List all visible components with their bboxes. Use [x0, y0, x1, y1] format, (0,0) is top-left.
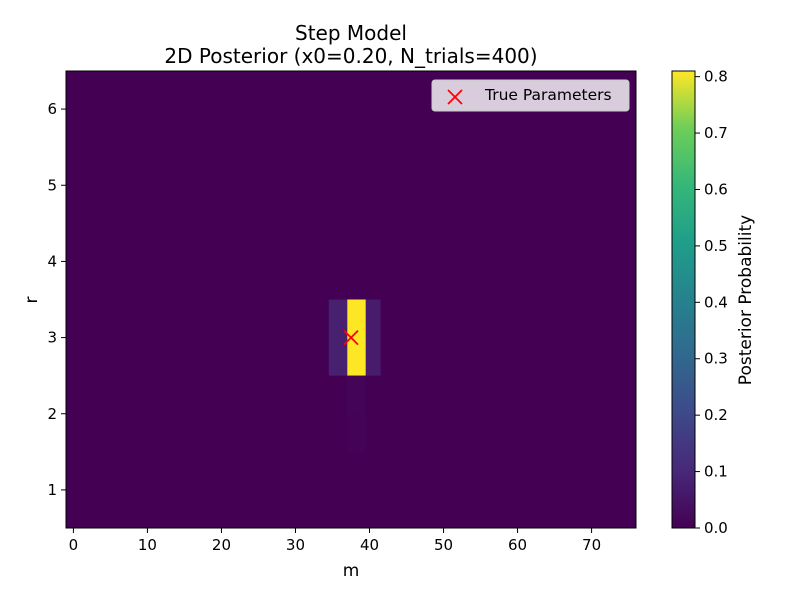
heatmap-cell-0	[328, 299, 348, 376]
legend: True Parameters	[431, 79, 630, 112]
colorbar-tick-label: 0.0	[704, 519, 728, 537]
heatmap-cells	[328, 299, 381, 452]
x-tick-label: 0	[69, 536, 79, 554]
x-tick-label: 40	[360, 536, 379, 554]
y-tick-label: 4	[47, 252, 57, 270]
x-tick-label: 20	[212, 536, 231, 554]
x-tick-label: 50	[434, 536, 453, 554]
x-tick-label: 70	[582, 536, 601, 554]
colorbar-tick-label: 0.2	[704, 406, 728, 424]
x-tick-label: 10	[138, 536, 157, 554]
x-axis-ticks: 0 10 20 30 40 50 60 70	[69, 528, 601, 554]
colorbar-tick-label: 0.7	[704, 124, 728, 142]
heatmap-cell-1	[347, 299, 366, 376]
chart-title-line-2: 2D Posterior (x0=0.20, N_trials=400)	[164, 44, 537, 68]
heatmap-cell-3	[347, 375, 366, 414]
colorbar-tick-label: 0.8	[704, 68, 728, 86]
y-tick-label: 3	[47, 329, 57, 347]
colorbar-ticks: 0.0 0.1 0.2 0.3 0.4 0.5 0.6 0.7 0.8	[695, 68, 728, 537]
colorbar-tick-label: 0.6	[704, 180, 728, 198]
y-axis-label: r	[22, 297, 42, 304]
y-axis-ticks: 1 2 3 4 5 6	[47, 100, 66, 499]
heatmap-cell-2	[365, 299, 381, 376]
legend-box	[431, 79, 630, 112]
legend-label: True Parameters	[484, 86, 612, 104]
colorbar-label: Posterior Probability	[736, 215, 756, 385]
chart-title-line-1: Step Model	[295, 21, 407, 45]
y-tick-label: 6	[47, 100, 57, 118]
colorbar-tick-label: 0.4	[704, 293, 728, 311]
y-tick-label: 2	[47, 405, 57, 423]
y-tick-label: 1	[47, 481, 57, 499]
colorbar-tick-label: 0.5	[704, 237, 728, 255]
colorbar-gradient	[671, 70, 696, 529]
legend-x-marker-icon	[447, 89, 463, 105]
true-parameters-marker	[343, 329, 359, 346]
x-tick-label: 30	[286, 536, 305, 554]
colorbar-tick-label: 0.3	[704, 350, 728, 368]
y-tick-label: 5	[47, 176, 57, 194]
x-tick-label: 60	[508, 536, 527, 554]
true-parameters-marker-stroke-2	[343, 329, 359, 346]
plot-frame	[65, 70, 637, 529]
heatmap-cell-4	[347, 413, 366, 452]
colorbar-tick-label: 0.1	[704, 463, 728, 481]
x-axis-label: m	[343, 561, 360, 581]
